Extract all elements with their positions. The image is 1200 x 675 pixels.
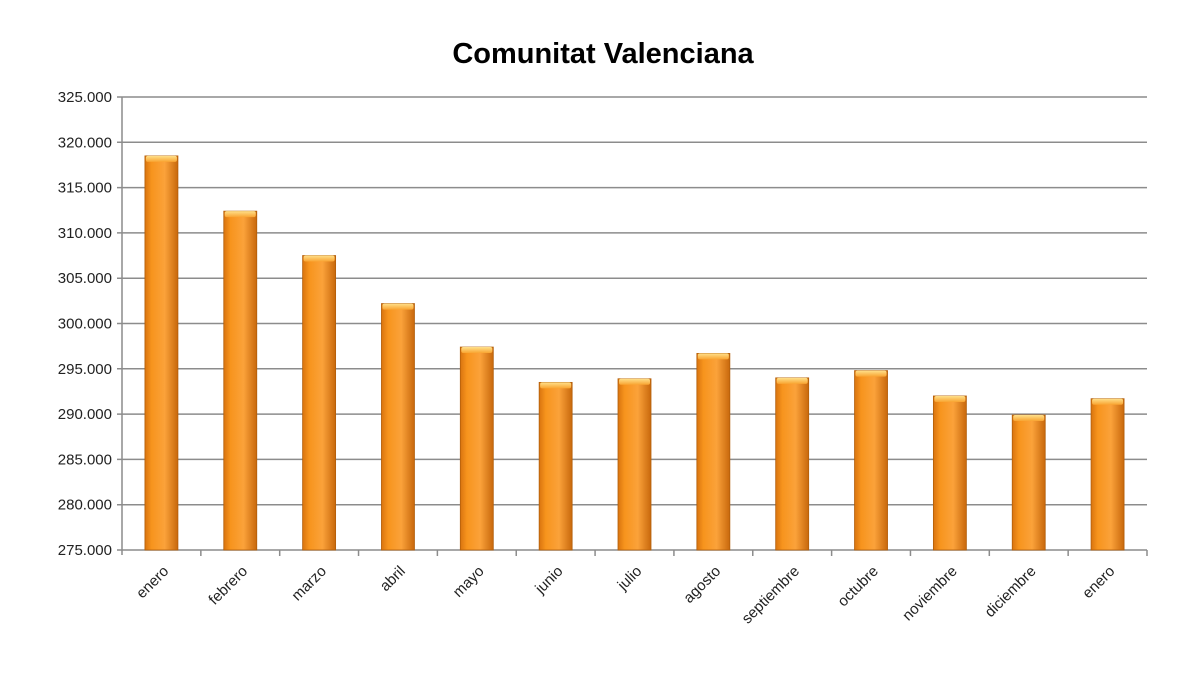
bar <box>1011 414 1046 551</box>
bars <box>144 155 1125 551</box>
bar-cap <box>855 370 887 377</box>
y-axis: 275.000 280.000 285.000 290.000 295.000 300.0… <box>58 89 123 559</box>
bar-cap <box>619 378 650 385</box>
x-tick-label: diciembre <box>982 563 1040 621</box>
bar <box>854 370 888 551</box>
y-tick-label: 280.000 <box>58 497 112 514</box>
bar-cap <box>697 353 729 360</box>
y-tick-label: 295.000 <box>58 361 112 378</box>
chart-title: Comunitat Valenciana <box>452 38 754 70</box>
y-tick-label: 320.000 <box>58 134 112 151</box>
bar <box>144 155 179 551</box>
y-tick-label: 305.000 <box>58 270 112 287</box>
bar <box>1090 398 1125 551</box>
bar <box>381 303 415 551</box>
x-tick-label: mayo <box>450 563 488 601</box>
bar-cap <box>776 377 808 384</box>
bar-cap <box>540 382 572 389</box>
x-tick-label: abril <box>377 563 409 595</box>
y-tick-label: 325.000 <box>58 89 112 106</box>
bar <box>459 346 494 551</box>
bar <box>617 378 652 551</box>
x-tick-label: junio <box>531 563 566 598</box>
bar-cap <box>382 303 414 310</box>
gridlines <box>117 96 1147 551</box>
y-tick-label: 275.000 <box>58 542 112 559</box>
bar-cap <box>1013 415 1045 422</box>
bar <box>538 381 573 551</box>
bar-cap <box>1092 398 1124 405</box>
x-tick-label: noviembre <box>899 563 961 625</box>
x-tick-label: enero <box>1079 563 1118 602</box>
bar <box>775 377 810 551</box>
bar <box>223 210 258 551</box>
y-tick-label: 310.000 <box>58 225 112 242</box>
y-tick-label: 290.000 <box>58 406 112 423</box>
bar <box>302 255 337 551</box>
x-tick-label: agosto <box>680 563 724 607</box>
x-tick-label: febrero <box>205 563 251 609</box>
bar <box>932 395 967 551</box>
bar-cap <box>303 255 335 262</box>
bar-cap <box>934 395 966 402</box>
bar-cap <box>461 347 493 354</box>
y-tick-label: 285.000 <box>58 451 112 468</box>
bar <box>696 352 731 551</box>
y-tick-label: 315.000 <box>58 180 112 197</box>
x-tick-label: julio <box>614 563 646 595</box>
bar-cap <box>224 211 256 218</box>
x-axis: enero febrero marzo abril mayo junio julio agos… <box>133 550 1148 627</box>
x-tick-label: octubre <box>834 563 881 610</box>
x-tick-label: enero <box>133 563 172 602</box>
y-tick-label: 300.000 <box>58 316 112 333</box>
x-tick-label: septiembre <box>739 563 803 627</box>
bar-cap <box>145 155 177 162</box>
x-tick-label: marzo <box>288 563 329 604</box>
